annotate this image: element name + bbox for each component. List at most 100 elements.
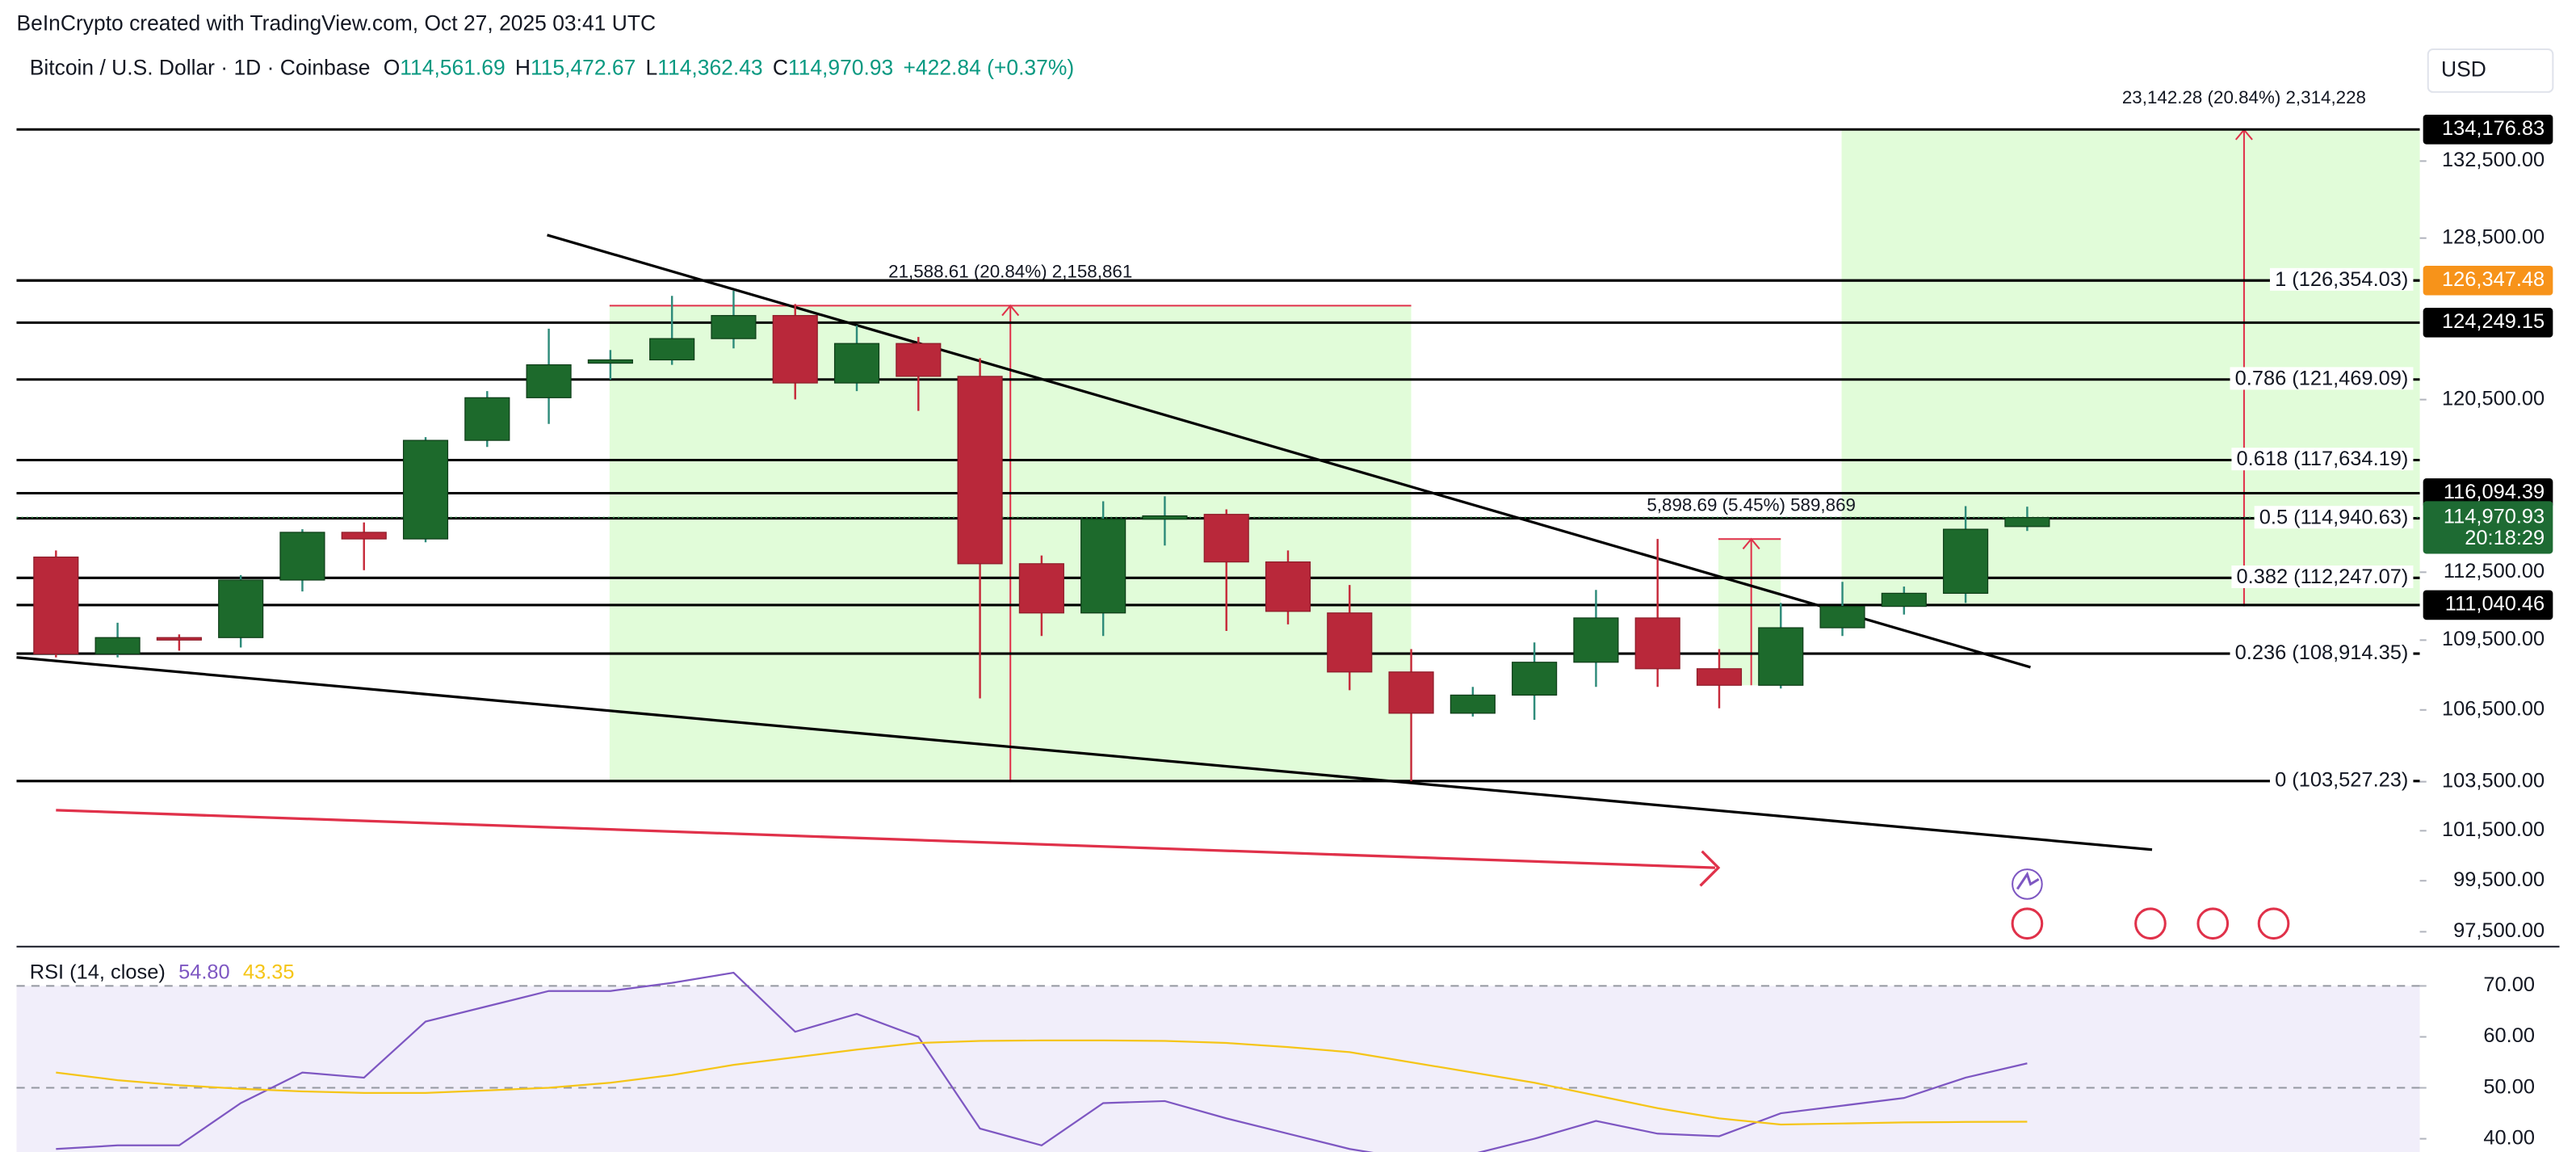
fib-labels: 1 (126,354.03) 0.786 (121,469.09) 0.618 (1… (2230, 267, 2414, 792)
price-label-box (2423, 114, 2553, 145)
price-label: 134,176.83 (2442, 117, 2545, 140)
candle-body (1512, 662, 1558, 696)
arrow-head (1742, 537, 1760, 550)
ohlc-key: H (515, 55, 531, 79)
fib-label: 0.5 (114,940.63) (2259, 506, 2409, 528)
rsi-plot (16, 971, 2420, 1152)
arrow-head (1001, 304, 1020, 317)
last-price-box (2423, 501, 2553, 554)
y-tick-label: 132,500.00 (2442, 149, 2545, 171)
fib-label-bg (2230, 641, 2414, 664)
ohlc-key: C (773, 55, 788, 79)
event-icon-glyph (2016, 871, 2040, 890)
fib-label: 0.786 (121,469.09) (2235, 367, 2409, 389)
y-tick-label: 120,500.00 (2442, 387, 2545, 410)
attribution: BeInCrypto created with TradingView.com,… (17, 11, 657, 35)
price-label-box (2423, 308, 2553, 338)
y-tick-label: 99,500.00 (2453, 868, 2545, 891)
rsi-legend: RSI (14, close) 54.80 43.35 (30, 961, 295, 983)
fib-label-bg (2254, 506, 2414, 529)
y-tick-label: 128,500.00 (2442, 225, 2545, 248)
fib-label-bg (2269, 768, 2414, 792)
measure-zones (609, 128, 2420, 783)
fib-label: 0.382 (112,247.07) (2237, 565, 2409, 588)
candle-body (156, 637, 202, 641)
measure-label: 21,588.61 (20.84%) 2,158,861 (888, 262, 1132, 282)
price-label: 124,249.15 (2442, 310, 2545, 333)
rsi-band (16, 986, 2420, 1152)
price-label-box (2423, 265, 2553, 296)
candle-body (1327, 612, 1373, 673)
candle-body (279, 532, 325, 581)
candle-body (94, 637, 141, 655)
event-icon (2196, 907, 2230, 940)
y-tick-label: 103,500.00 (2442, 769, 2545, 792)
ohlc-value: 114,561.69 (400, 55, 505, 79)
price-label: 111,040.46 (2445, 593, 2545, 616)
currency-box (2427, 48, 2554, 93)
rsi-legend-value: 54.80 (178, 961, 230, 983)
change: +422.84 (+0.37%) (903, 55, 1074, 79)
candle-body (1881, 592, 1927, 608)
candle-body (772, 314, 818, 384)
price-label: 126,347.48 (2442, 268, 2545, 291)
event-icon (2257, 907, 2290, 940)
measure-label: 5,898.69 (5.45%) 589,869 (1647, 494, 1856, 515)
fib-label: 0.618 (117,634.19) (2237, 448, 2409, 470)
candle-body (1758, 627, 1804, 686)
candle-body (957, 376, 1003, 565)
symbol: Bitcoin / U.S. Dollar · 1D · Coinbase (30, 55, 371, 79)
event-icon (2012, 868, 2043, 900)
candle-body (341, 532, 387, 540)
rsi-title: RSI (14, close) (30, 961, 166, 983)
candle-body (1450, 694, 1496, 714)
ohlc-value: 115,472.67 (531, 55, 636, 79)
rsi-line (56, 971, 2028, 1152)
price-label-box (2423, 478, 2553, 508)
fib-label: 1 (126,354.03) (2275, 268, 2408, 291)
currency: USD (2441, 57, 2486, 81)
y-tick-label: 112,500.00 (2444, 560, 2545, 582)
rsi-tick-label: 40.00 (2483, 1126, 2535, 1149)
candle-body (464, 397, 510, 441)
candles (33, 291, 2050, 781)
candle-body (1634, 617, 1680, 670)
rsi-legend-value: 43.35 (243, 961, 295, 983)
price-label-box (2423, 590, 2553, 620)
event-icons (2011, 868, 2290, 940)
ohlc-value: 114,362.43 (657, 55, 762, 79)
y-tick-label: 109,500.00 (2442, 628, 2545, 650)
fib-label-bg (2269, 267, 2414, 291)
y-tick-label: 101,500.00 (2442, 818, 2545, 841)
ohlc-key: L (646, 55, 658, 79)
candle-body (896, 343, 942, 377)
candle-body (587, 359, 633, 364)
candle-body (833, 343, 880, 384)
trend-arrow (56, 809, 1715, 869)
candle-body (1142, 515, 1188, 520)
candle-body (1943, 528, 1989, 595)
candle-body (33, 556, 79, 655)
ohlc-key: O (384, 55, 401, 79)
candle-body (711, 314, 757, 339)
y-tick-label: 106,500.00 (2442, 697, 2545, 720)
candle-body (526, 364, 572, 398)
event-icon (2011, 907, 2044, 940)
fib-label-bg (2231, 565, 2414, 589)
candle-body (218, 579, 264, 638)
candle-body (1573, 617, 1619, 663)
candle-body (1080, 519, 1126, 614)
trendline (16, 656, 2153, 851)
y-tick-label: 97,500.00 (2453, 919, 2545, 942)
candle-body (1696, 668, 1743, 686)
fib-label-bg (2231, 448, 2414, 471)
event-icon (2134, 907, 2167, 940)
candle-body (1388, 671, 1434, 714)
arrow-head (1699, 850, 1721, 887)
candle-body (402, 439, 449, 540)
candle-body (1819, 605, 1865, 629)
measure-label: 23,142.28 (20.84%) 2,314,228 (2122, 87, 2366, 107)
countdown: 20:18:29 (2465, 527, 2545, 549)
